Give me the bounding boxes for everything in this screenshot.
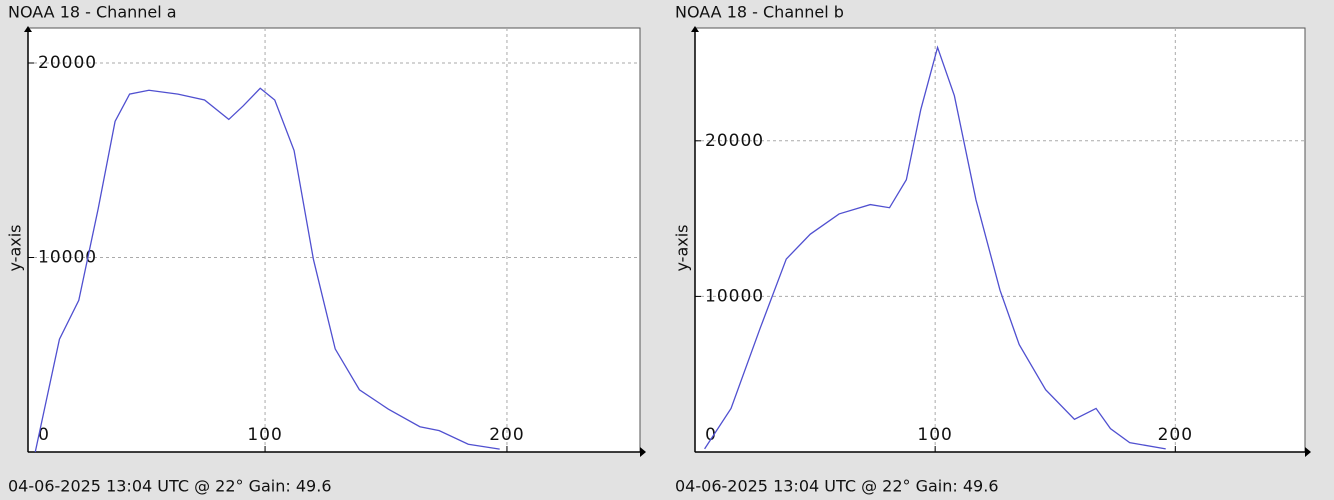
chart-title: NOAA 18 - Channel a [8, 3, 177, 22]
y-tick-label: 10000 [705, 286, 764, 306]
x-tick-label: 100 [247, 425, 282, 445]
caption: 04-06-2025 13:04 UTC @ 22° Gain: 49.6 [8, 477, 332, 496]
plot-area [27, 27, 641, 453]
y-tick-label: 20000 [38, 53, 97, 73]
y-axis-label: y-axis [673, 224, 692, 271]
y-axis-arrow [691, 26, 699, 32]
x-tick-label: 200 [489, 425, 524, 445]
chart-title: NOAA 18 - Channel b [675, 3, 844, 22]
plot-area [694, 27, 1306, 453]
x-axis-arrow [640, 447, 646, 457]
x-tick-label: 0 [705, 425, 717, 445]
caption: 04-06-2025 13:04 UTC @ 22° Gain: 49.6 [675, 477, 999, 496]
x-tick-label: 100 [917, 425, 952, 445]
y-axis-arrow [24, 26, 32, 32]
x-axis-arrow [1305, 447, 1311, 457]
x-tick-label: 200 [1158, 425, 1193, 445]
y-tick-label: 10000 [38, 248, 97, 268]
y-axis-label: y-axis [6, 224, 25, 271]
x-tick-label: 0 [38, 425, 50, 445]
data-line [34, 87, 500, 453]
data-line [704, 45, 1166, 450]
y-tick-label: 20000 [705, 131, 764, 151]
